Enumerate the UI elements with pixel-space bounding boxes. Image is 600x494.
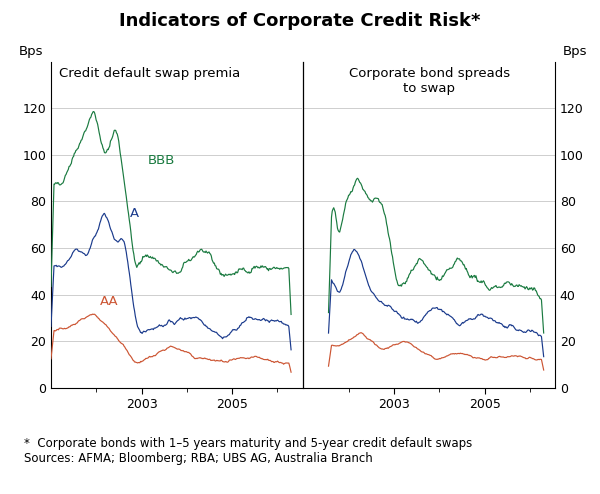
Text: BBB: BBB <box>148 155 175 167</box>
Text: Credit default swap premia: Credit default swap premia <box>59 67 240 80</box>
Text: Bps: Bps <box>563 45 587 58</box>
Text: Corporate bond spreads
to swap: Corporate bond spreads to swap <box>349 67 510 95</box>
Text: Bps: Bps <box>19 45 43 58</box>
Text: AA: AA <box>100 294 119 308</box>
Text: Indicators of Corporate Credit Risk*: Indicators of Corporate Credit Risk* <box>119 12 481 30</box>
Text: A: A <box>130 206 139 220</box>
Text: *  Corporate bonds with 1–5 years maturity and 5-year credit default swaps
Sourc: * Corporate bonds with 1–5 years maturit… <box>24 437 472 465</box>
